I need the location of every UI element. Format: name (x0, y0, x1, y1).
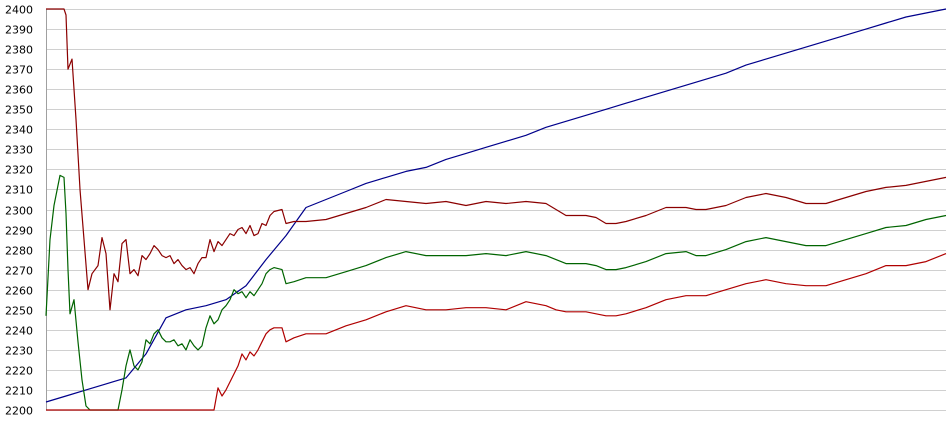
y-tick-label: 2220 (5, 365, 33, 378)
y-tick-label: 2340 (5, 124, 33, 137)
y-tick-label: 2360 (5, 84, 33, 97)
y-tick-label: 2270 (5, 265, 33, 278)
y-tick-label: 2210 (5, 385, 33, 398)
y-tick-label: 2310 (5, 184, 33, 197)
y-tick-label: 2330 (5, 144, 33, 157)
series-line-2 (46, 8, 947, 311)
y-tick-label: 2250 (5, 305, 33, 318)
series-lines (45, 8, 947, 411)
y-tick-label: 2230 (5, 345, 33, 358)
y-tick-label: 2300 (5, 205, 33, 218)
y-tick-label: 2200 (5, 405, 33, 418)
y-tick-labels: 2200 2210 2220 2230 2240 2250 2260 2270 2280 2290… (5, 4, 33, 418)
y-tick-label: 2240 (5, 325, 33, 338)
y-tick-label: 2290 (5, 225, 33, 238)
series-line-1 (45, 8, 947, 403)
y-tick-label: 2390 (5, 24, 33, 37)
y-tick-label: 2280 (5, 245, 33, 258)
y-tick-label: 2370 (5, 64, 33, 77)
y-tick-label: 2350 (5, 104, 33, 117)
y-tick-label: 2380 (5, 44, 33, 57)
y-tick-label: 2400 (5, 4, 33, 17)
y-tick-label: 2260 (5, 285, 33, 298)
y-tick-label: 2320 (5, 164, 33, 177)
series-line-3 (45, 174, 947, 411)
grid-lines (46, 9, 946, 411)
series-line-4 (46, 253, 947, 411)
